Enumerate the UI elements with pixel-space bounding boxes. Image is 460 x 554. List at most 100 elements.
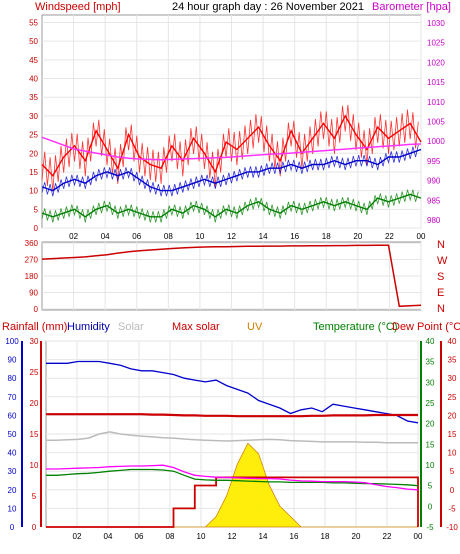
wind-tick-label: 45 xyxy=(29,56,38,65)
wind-x-tick-label: 16 xyxy=(290,232,299,241)
combo-x-ticks: 02 04 06 08 10 12 14 16 18 20 22 00 xyxy=(73,532,423,541)
rain-tick-label: 10 xyxy=(30,461,39,470)
baro-tick-label: 980 xyxy=(427,216,441,225)
graph-title: 24 hour graph day : 26 November 2021 xyxy=(172,1,364,13)
solarline xyxy=(46,431,418,444)
rain-tick-label: 5 xyxy=(32,492,37,501)
humidity-tick-label: 30 xyxy=(8,467,17,476)
dew-point-c-line xyxy=(46,464,419,491)
humidity-tick-label: 0 xyxy=(10,523,15,532)
combo-x-tick-label: 04 xyxy=(104,532,113,541)
temp-tick-label: 0 xyxy=(428,502,433,511)
compass-label: N xyxy=(437,303,445,315)
temp-tick-label: 35 xyxy=(426,358,435,367)
solar-legend: Solar xyxy=(118,321,144,333)
baro-tick-label: 995 xyxy=(427,157,441,166)
rainfall-legend: Rainfall (mm) xyxy=(2,321,67,333)
rain-tick-label: 20 xyxy=(30,399,39,408)
temp-tick-label: 5 xyxy=(428,482,433,491)
combo-x-tick-label: 22 xyxy=(383,532,392,541)
max-solar-legend: Max solar xyxy=(172,321,220,333)
baro-tick-label: 1030 xyxy=(427,19,445,28)
wind-x-tick-label: 02 xyxy=(69,232,78,241)
dir-tick-label: 90 xyxy=(29,289,38,298)
wind-tick-label: 30 xyxy=(29,112,38,121)
temperature-legend: Temperature (°C) xyxy=(313,321,397,333)
baro-tick-label: 985 xyxy=(427,196,441,205)
temp-tick-label: 40 xyxy=(426,337,435,346)
temp-tick-label: 10 xyxy=(426,461,435,470)
wind-tick-label: 35 xyxy=(29,93,38,102)
dew-tick-label: 40 xyxy=(448,337,457,346)
wind-x-tick-label: 08 xyxy=(164,232,173,241)
humidity-tick-label: 20 xyxy=(8,486,17,495)
compass-label: W xyxy=(437,255,448,267)
combo-x-tick-label: 06 xyxy=(135,532,144,541)
wind-series-line xyxy=(41,193,422,218)
baro-tick-label: 1020 xyxy=(427,58,445,67)
wind-tick-label: 15 xyxy=(29,168,38,177)
combo-x-tick-label: 20 xyxy=(352,532,361,541)
dew-tick-label: 30 xyxy=(448,374,457,383)
baro-tick-label: 1005 xyxy=(427,118,445,127)
dir-tick-label: 0 xyxy=(34,305,39,314)
dew-tick-label: 15 xyxy=(448,430,457,439)
wind-x-tick-label: 04 xyxy=(101,232,110,241)
windspeed-axis-title: Windspeed [mph] xyxy=(35,1,121,13)
dir-tick-label: 180 xyxy=(25,272,39,281)
barometer-axis-title: Barometer [hpa] xyxy=(372,1,451,13)
dew-tick-label: 35 xyxy=(448,356,457,365)
wind-x-tick-label: 18 xyxy=(322,232,331,241)
temp-tick-label: 20 xyxy=(426,420,435,429)
wind-series-line xyxy=(41,114,422,177)
combo-grid xyxy=(46,340,419,528)
direction-series xyxy=(41,244,422,308)
wind-tick-label: 10 xyxy=(29,187,38,196)
dew-tick-label: 5 xyxy=(450,467,455,476)
combo-x-tick-label: 02 xyxy=(73,532,82,541)
temp-tick-label: 15 xyxy=(426,440,435,449)
wind-series-line xyxy=(41,148,422,192)
wind-x-tick-label: 10 xyxy=(195,232,204,241)
humidity-tick-label: 70 xyxy=(8,393,17,402)
rain-tick-label: 25 xyxy=(30,368,39,377)
baro-tick-label: 1015 xyxy=(427,78,445,87)
wind-x-ticks: 02 04 06 08 10 12 14 16 18 20 22 00 xyxy=(69,232,426,241)
humidity-tick-label: 80 xyxy=(8,374,17,383)
humidity-tick-label: 60 xyxy=(8,411,17,420)
wind-tick-label: 25 xyxy=(29,131,38,140)
humidity-tick-label: 40 xyxy=(8,449,17,458)
wind-tick-label: 40 xyxy=(29,75,38,84)
wind-x-tick-label: 22 xyxy=(385,232,394,241)
uv-legend: UV xyxy=(247,321,263,333)
combo-x-tick-label: 12 xyxy=(228,532,237,541)
combo-series xyxy=(46,360,419,528)
combo-x-tick-label: 00 xyxy=(414,532,423,541)
wind-tick-label: 20 xyxy=(29,149,38,158)
humidity-tick-label: 10 xyxy=(8,504,17,513)
wind-tick-label: 5 xyxy=(34,205,39,214)
dew-tick-label: 10 xyxy=(448,449,457,458)
baro-tick-label: 1010 xyxy=(427,98,445,107)
compass-label: S xyxy=(437,271,444,283)
dir-tick-label: 270 xyxy=(25,256,39,265)
wind-x-tick-label: 14 xyxy=(259,232,268,241)
wind-series-jitter xyxy=(41,189,419,223)
wind-x-tick-label: 06 xyxy=(132,232,141,241)
rain-tick-label: 0 xyxy=(32,523,37,532)
direction-line xyxy=(41,244,422,308)
humidity-tick-label: 100 xyxy=(5,337,19,346)
wind-left-ticks: 0 5 10 15 20 25 30 35 40 45 50 55 xyxy=(29,18,38,233)
compass-label: E xyxy=(437,287,444,299)
wind-tick-label: 50 xyxy=(29,37,38,46)
dir-tick-label: 360 xyxy=(25,239,39,248)
wind-x-tick-label: 12 xyxy=(227,232,236,241)
combo-x-tick-label: 16 xyxy=(290,532,299,541)
temp-tick-label: 30 xyxy=(426,378,435,387)
humidity-legend: Humidity xyxy=(67,321,110,333)
dew-tick-label: 25 xyxy=(448,393,457,402)
